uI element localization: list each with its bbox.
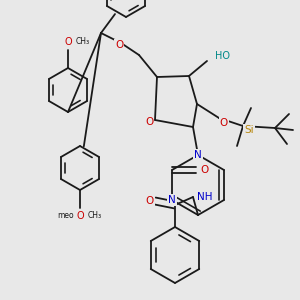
Text: CH₃: CH₃ xyxy=(76,38,90,46)
Text: O: O xyxy=(220,118,228,128)
Text: N: N xyxy=(168,195,176,205)
Text: CH₃: CH₃ xyxy=(88,212,102,220)
Text: NH: NH xyxy=(197,192,213,202)
Text: N: N xyxy=(194,150,202,160)
Text: O: O xyxy=(64,37,72,47)
Text: O: O xyxy=(146,196,154,206)
Text: meo: meo xyxy=(58,212,74,220)
Text: O: O xyxy=(200,165,208,175)
Text: HO: HO xyxy=(215,51,230,61)
Text: Si: Si xyxy=(244,125,254,135)
Text: O: O xyxy=(76,211,84,221)
Text: O: O xyxy=(115,40,123,50)
Text: O: O xyxy=(145,117,153,127)
